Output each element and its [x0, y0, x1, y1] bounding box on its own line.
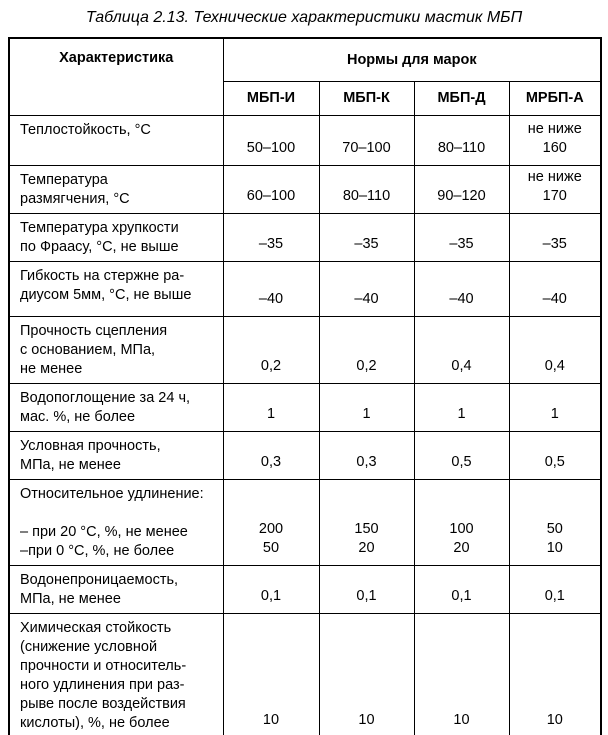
- row-label-cell: Температура размягчения, °С: [8, 165, 224, 214]
- row-label-cell: Гибкость на стержне ра-диусом 5мм, °С, н…: [8, 261, 224, 317]
- table-row: Химическая стойкость (снижение условной пр…: [8, 613, 602, 735]
- value-cell: –35: [318, 213, 415, 262]
- value-cell: 0,1: [222, 565, 320, 614]
- table-row: Условная прочность, МПа, не менее 0,3 0,3 0,…: [8, 431, 602, 480]
- table-row: Теплостойкость, °С 50–100 70–100 80–110 не н…: [8, 115, 602, 166]
- table-row: Гибкость на стержне ра-диусом 5мм, °С, н…: [8, 261, 602, 317]
- row-label-cell: Химическая стойкость (снижение условной пр…: [8, 613, 224, 735]
- header-row-marks: МБП-И МБП-К МБП-Д МРБП-А: [9, 81, 602, 116]
- mark-header: МБП-К: [318, 81, 415, 116]
- value-cell: 1: [222, 383, 320, 432]
- row-label-cell: Условная прочность, МПа, не менее: [8, 431, 224, 480]
- table-row: Водопоглощение за 24 ч, мас. %, не более 1…: [8, 383, 602, 432]
- value-cell: –35: [508, 213, 602, 262]
- row-label-cell: Водопоглощение за 24 ч, мас. %, не более: [8, 383, 224, 432]
- table-row: Относительное удлинение: – при 20 °С, %,…: [8, 479, 602, 566]
- table-body: Теплостойкость, °С 50–100 70–100 80–110 не н…: [8, 115, 602, 735]
- value-cell: –40: [508, 261, 602, 317]
- spec-table: Характеристика Нормы для марок МБП-И МБП…: [8, 37, 603, 735]
- value-cell: 0,4: [413, 316, 510, 384]
- mark-header: МРБП-А: [508, 81, 602, 116]
- value-cell: 0,2: [222, 316, 320, 384]
- value-cell: 10: [222, 613, 320, 735]
- table-row: Температура размягчения, °С 60–100 80–110 90…: [8, 165, 602, 214]
- value-cell: 50–100: [222, 115, 320, 166]
- characteristic-header: Характеристика: [8, 37, 224, 116]
- value-cell: 0,1: [413, 565, 510, 614]
- table-caption: Таблица 2.13. Технические характеристики…: [85, 9, 523, 26]
- value-cell: не ниже 170: [508, 165, 602, 214]
- value-cell: –40: [318, 261, 415, 317]
- value-cell: 50 10: [508, 479, 602, 566]
- value-cell: 0,3: [318, 431, 415, 480]
- value-cell: 70–100: [318, 115, 415, 166]
- value-cell: 0,1: [508, 565, 602, 614]
- table-row: Прочность сцепления с основанием, МПа, не …: [8, 316, 602, 384]
- group-header: Нормы для марок: [222, 37, 602, 82]
- mark-header: МБП-Д: [413, 81, 510, 116]
- value-cell: 80–110: [413, 115, 510, 166]
- row-label-cell: Водонепроницаемость, МПа, не менее: [8, 565, 224, 614]
- value-cell: 10: [508, 613, 602, 735]
- value-cell: 10: [413, 613, 510, 735]
- value-cell: 0,3: [222, 431, 320, 480]
- value-cell: 1: [318, 383, 415, 432]
- header-row-group: Характеристика Нормы для марок: [8, 37, 602, 116]
- value-cell: не ниже 160: [508, 115, 602, 166]
- value-cell: 10: [318, 613, 415, 735]
- table-header: Характеристика Нормы для марок МБП-И МБП…: [8, 37, 602, 116]
- value-cell: 100 20: [413, 479, 510, 566]
- value-cell: 0,2: [318, 316, 415, 384]
- value-cell: –35: [413, 213, 510, 262]
- value-cell: 150 20: [318, 479, 415, 566]
- value-cell: 1: [508, 383, 602, 432]
- row-label-cell: Теплостойкость, °С: [8, 115, 224, 166]
- row-label-cell: Относительное удлинение: – при 20 °С, %,…: [8, 479, 224, 566]
- value-cell: –40: [413, 261, 510, 317]
- value-cell: –35: [222, 213, 320, 262]
- row-label-cell: Температура хрупкости по Фраасу, °С, не в…: [8, 213, 224, 262]
- value-cell: 1: [413, 383, 510, 432]
- mark-header: МБП-И: [222, 81, 320, 116]
- value-cell: 60–100: [222, 165, 320, 214]
- value-cell: 90–120: [413, 165, 510, 214]
- table-row: Водонепроницаемость, МПа, не менее 0,1 0,1 0…: [8, 565, 602, 614]
- value-cell: 0,5: [413, 431, 510, 480]
- value-cell: 0,1: [318, 565, 415, 614]
- value-cell: –40: [222, 261, 320, 317]
- value-cell: 200 50: [222, 479, 320, 566]
- table-row: Температура хрупкости по Фраасу, °С, не в…: [8, 213, 602, 262]
- value-cell: 80–110: [318, 165, 415, 214]
- value-cell: 0,4: [508, 316, 602, 384]
- value-cell: 0,5: [508, 431, 602, 480]
- row-label-cell: Прочность сцепления с основанием, МПа, не …: [8, 316, 224, 384]
